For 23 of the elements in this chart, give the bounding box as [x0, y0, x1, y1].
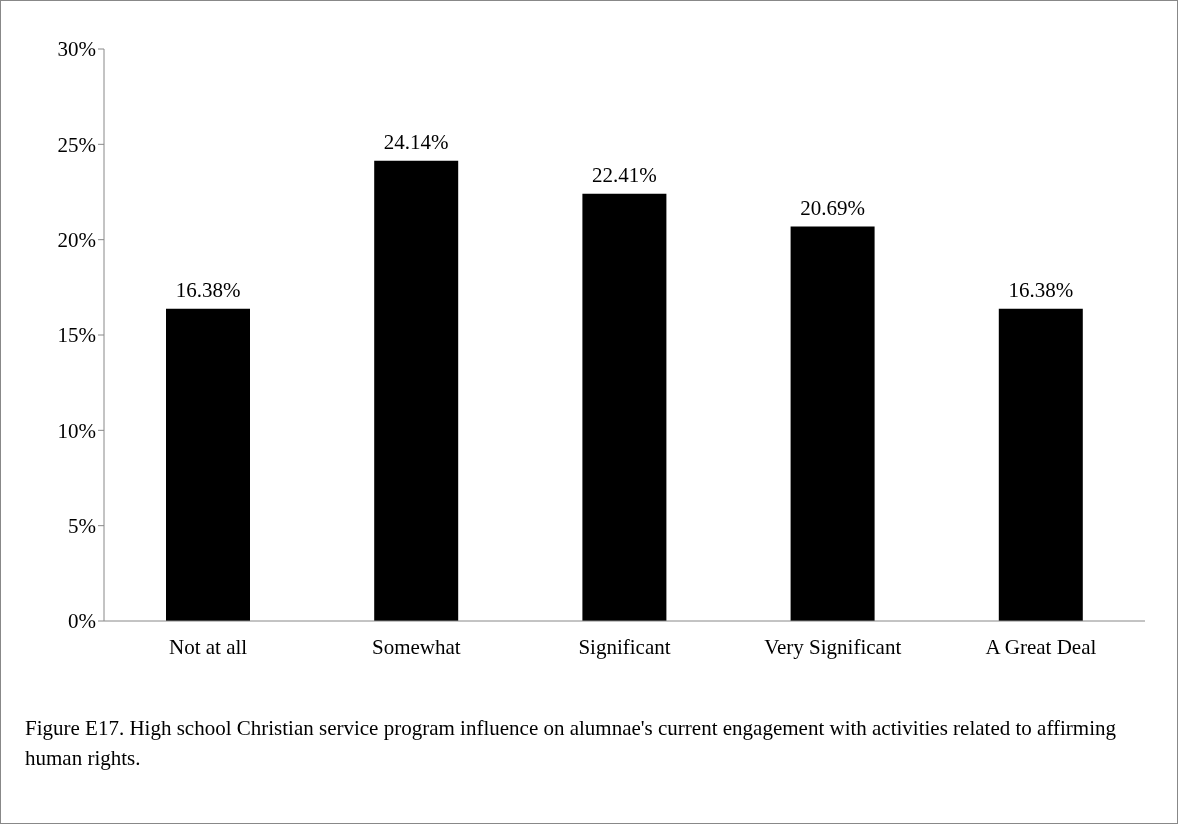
x-tick-label: Significant	[578, 634, 671, 659]
y-tick-label: 15%	[57, 323, 96, 348]
y-tick-label: 0%	[68, 609, 96, 634]
bar	[582, 193, 667, 621]
data-label: 22.41%	[592, 162, 657, 187]
y-tick-label: 25%	[57, 132, 96, 157]
data-label: 20.69%	[800, 195, 865, 220]
x-tick-label: Very Significant	[764, 634, 902, 659]
caption: Figure E17. High school Christian service program influence on alumnae's current engagement with activities related to affirming human rights.	[25, 715, 1117, 772]
bar	[998, 308, 1083, 621]
data-label: 16.38%	[1008, 277, 1074, 302]
y-tick-label: 20%	[57, 228, 96, 253]
data-label: 16.38%	[175, 277, 241, 302]
data-label: 24.14%	[383, 129, 449, 154]
y-tick-label: 30%	[57, 37, 96, 62]
x-tick-label: Not at all	[169, 634, 248, 659]
bar	[374, 160, 459, 621]
x-tick-label: A Great Deal	[985, 634, 1097, 659]
x-tick-label: Somewhat	[371, 634, 461, 659]
bar	[166, 308, 250, 621]
y-tick-label: 5%	[68, 514, 96, 539]
y-tick-label: 10%	[57, 418, 96, 443]
bar	[790, 226, 875, 621]
